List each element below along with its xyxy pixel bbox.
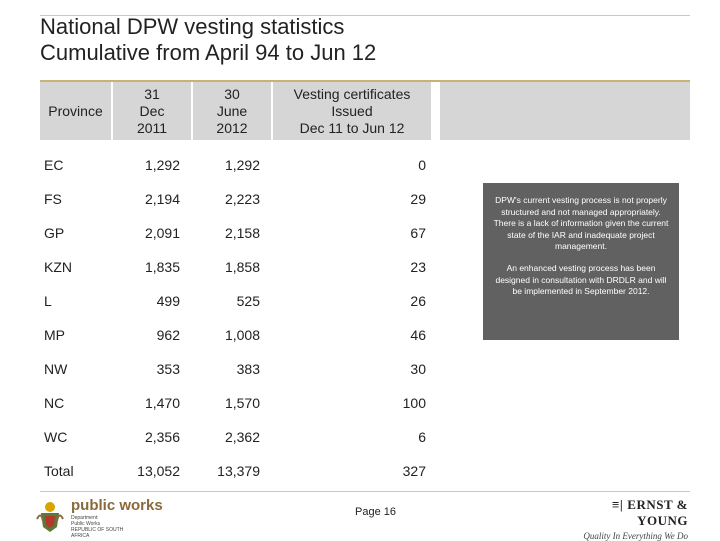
table-row: WC 2,356 2,362 6 — [40, 420, 432, 454]
cell-jun-2012: 1,292 — [224, 157, 260, 173]
cell-jun-2012: 2,362 — [224, 429, 260, 445]
cell-issued: 327 — [402, 463, 426, 479]
cell-dec-2011: 499 — [156, 293, 180, 309]
cell-dec-2011: 1,292 — [144, 157, 180, 173]
cell-jun-2012: 2,158 — [224, 225, 260, 241]
header-certificates-issued: Vesting certificates Issued Dec 11 to Jun … — [272, 82, 433, 140]
table-row: KZN 1,835 1,858 23 — [40, 250, 432, 284]
header-bar-extension — [440, 82, 690, 140]
department-subtitle: Department: Public Works REPUBLIC OF SOU… — [71, 515, 124, 539]
cell-issued: 26 — [410, 293, 426, 309]
cell-dec-2011: 1,470 — [144, 395, 180, 411]
cell-dec-2011: 962 — [156, 327, 180, 343]
cell-jun-2012: 2,223 — [224, 191, 260, 207]
cell-jun-2012: 383 — [236, 361, 260, 377]
note-paragraph-2: An enhanced vesting process has been des… — [495, 262, 667, 297]
cell-province: NW — [44, 361, 68, 377]
cell-province: MP — [44, 327, 65, 343]
vesting-table: Province 31 Dec 2011 30 June 2012 Vesting ce… — [40, 82, 433, 488]
top-rule — [40, 15, 690, 16]
cell-province: GP — [44, 225, 65, 241]
note-paragraph-1: DPW's current vesting process is not pro… — [493, 195, 669, 252]
cell-issued: 30 — [410, 361, 426, 377]
cell-issued: 46 — [410, 327, 426, 343]
cell-dec-2011: 2,194 — [144, 191, 180, 207]
vesting-process-note: DPW's current vesting process is not pro… — [483, 183, 679, 340]
table-header-row: Province 31 Dec 2011 30 June 2012 Vesting ce… — [40, 82, 433, 140]
title-underline — [40, 80, 690, 82]
title-line-2: Cumulative from April 94 to Jun 12 — [40, 40, 377, 65]
table-row: L 499 525 26 — [40, 284, 432, 318]
cell-issued: 67 — [410, 225, 426, 241]
cell-province: KZN — [44, 259, 72, 275]
cell-jun-2012: 1,858 — [224, 259, 260, 275]
cell-issued: 100 — [402, 395, 426, 411]
ernst-young-logo: ≡| ERNST & YOUNG Quality In Everything We… — [568, 497, 688, 541]
cell-issued: 29 — [410, 191, 426, 207]
cell-province: NC — [44, 395, 65, 411]
cell-province: Total — [44, 463, 74, 479]
table-row-total: Total 13,052 13,379 327 — [40, 454, 432, 488]
cell-dec-2011: 1,835 — [144, 259, 180, 275]
table-row: GP 2,091 2,158 67 — [40, 216, 432, 250]
public-works-name: public works — [71, 497, 163, 514]
page-number: Page 16 — [355, 506, 396, 518]
cell-dec-2011: 2,091 — [144, 225, 180, 241]
cell-issued: 0 — [418, 157, 426, 173]
cell-issued: 23 — [410, 259, 426, 275]
coat-of-arms-icon — [36, 502, 64, 532]
cell-province: EC — [44, 157, 64, 173]
ernst-young-tagline: Quality In Everything We Do — [583, 531, 688, 541]
header-dec-2011: 31 Dec 2011 — [112, 82, 193, 140]
title-line-1: National DPW vesting statistics — [40, 14, 345, 39]
page-title: National DPW vesting statistics Cumulati… — [40, 14, 690, 66]
cell-dec-2011: 13,052 — [137, 463, 180, 479]
ernst-young-name: ≡| ERNST & YOUNG — [612, 497, 688, 528]
header-jun-2012: 30 June 2012 — [192, 82, 273, 140]
table-row: NC 1,470 1,570 100 — [40, 386, 432, 420]
public-works-logo: public works Department: Public Works RE… — [35, 497, 175, 539]
cell-dec-2011: 2,356 — [144, 429, 180, 445]
cell-jun-2012: 1,008 — [224, 327, 260, 343]
table-row: MP 962 1,008 46 — [40, 318, 432, 352]
table-row: NW 353 383 30 — [40, 352, 432, 386]
cell-jun-2012: 1,570 — [224, 395, 260, 411]
cell-issued: 6 — [418, 429, 426, 445]
cell-jun-2012: 13,379 — [217, 463, 260, 479]
cell-jun-2012: 525 — [236, 293, 260, 309]
cell-province: FS — [44, 191, 62, 207]
table-row: FS 2,194 2,223 29 — [40, 182, 432, 216]
header-province: Province — [40, 82, 113, 140]
footer-rule — [40, 491, 690, 492]
cell-dec-2011: 353 — [156, 361, 180, 377]
cell-province: L — [44, 293, 52, 309]
cell-province: WC — [44, 429, 68, 445]
table-row: EC 1,292 1,292 0 — [40, 148, 432, 182]
ey-mark-icon: ≡| — [612, 497, 624, 512]
